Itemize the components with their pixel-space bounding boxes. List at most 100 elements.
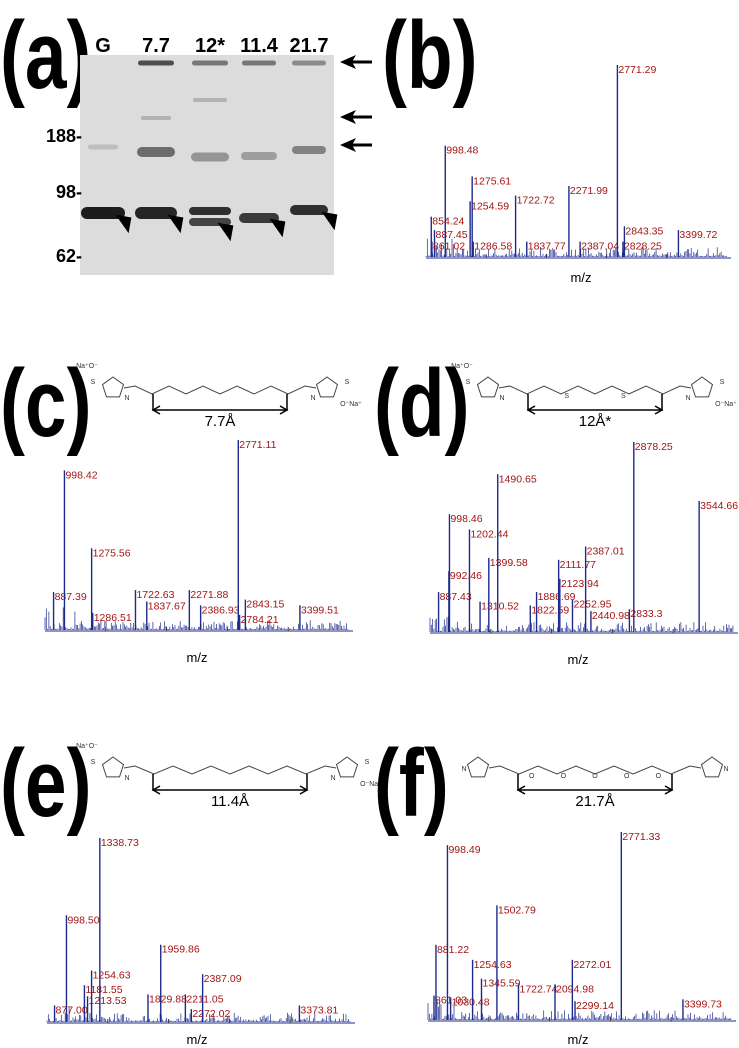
peak-label: 1829.88 [149, 993, 187, 1005]
peak-label: 2272.01 [573, 959, 611, 971]
gel [80, 55, 334, 275]
bracket [152, 394, 288, 411]
atom-label: N [310, 395, 315, 402]
gel-band [192, 60, 228, 66]
peak-label: 1286.51 [94, 612, 132, 624]
atom-label: O⁻Na⁺ [715, 401, 737, 408]
lane-label: 21.7 [290, 35, 329, 57]
peak-label: 1202.44 [470, 528, 508, 540]
peak-label: 2094.98 [556, 983, 594, 995]
atom-label: Na⁺O⁻ [76, 743, 98, 750]
atom-label: N [499, 395, 504, 402]
gel-band [138, 60, 174, 66]
ring [700, 756, 724, 778]
atom-label: S [564, 393, 569, 400]
peak-label: 2843.35 [625, 225, 663, 237]
peak-label: 2252.95 [573, 599, 611, 611]
gel-band [242, 60, 276, 66]
peak-label: 1502.79 [498, 904, 536, 916]
peak-label: 2271.88 [190, 589, 228, 601]
peak-label: 992.46 [450, 570, 482, 582]
peak-label: 887.43 [440, 591, 472, 603]
atom-label: S [621, 393, 626, 400]
atom-label: N [685, 395, 690, 402]
x-axis-label: m/z [187, 1032, 208, 1047]
peak-label: 1338.73 [101, 837, 139, 849]
peak-label: 998.42 [65, 469, 97, 481]
atom-label: O⁻Na⁺ [360, 781, 382, 788]
mw-marker: 62- [56, 246, 82, 266]
peak-label: 881.22 [437, 944, 469, 956]
gel-band [81, 207, 125, 219]
gel-band [141, 116, 171, 120]
noise [427, 999, 732, 1020]
panel-label: (b) [382, 2, 478, 109]
lane-label: 11.4 [240, 35, 279, 57]
peak-label: 2123.94 [561, 578, 599, 590]
peak-label: 1275.61 [473, 175, 511, 187]
distance-label: 12Å* [579, 413, 612, 430]
peak-label: 2771.11 [239, 439, 276, 451]
gel-band [135, 207, 177, 219]
atom-label: N [330, 775, 335, 782]
bracket-arrows [151, 785, 309, 795]
peak-label: 3399.51 [301, 604, 339, 616]
peak-label: 998.49 [448, 844, 480, 856]
peak-label: 1286.58 [474, 241, 512, 253]
atom-label: Na⁺O⁻ [76, 363, 98, 370]
lane-label: 12* [195, 35, 225, 57]
peak-label: 1030.48 [452, 996, 490, 1008]
peak-label: 1345.59 [483, 978, 521, 990]
noise [429, 616, 734, 632]
peak-label: 1886.69 [538, 591, 576, 603]
peak-label: 2272.02 [192, 1008, 230, 1020]
peak-label: 854.24 [432, 216, 464, 228]
peak-label: 2828.25 [624, 241, 662, 253]
peak-label: 2784.21 [241, 614, 279, 626]
x-axis-label: m/z [568, 1032, 589, 1047]
peak-label: 3399.73 [684, 998, 722, 1010]
peak-label: 2771.33 [622, 831, 660, 843]
atom-label: O [529, 773, 535, 780]
ring [101, 376, 125, 398]
peak-label: 1254.63 [474, 959, 512, 971]
atom-label: S [365, 759, 370, 766]
gel-band [239, 213, 279, 223]
peak-label: 1254.59 [471, 200, 509, 212]
atom-label: N [723, 766, 728, 773]
distance-label: 11.4Å [211, 793, 249, 810]
distance-label: 21.7Å [575, 793, 614, 810]
peak-label: 3399.72 [679, 229, 717, 241]
chemical-structure [466, 756, 724, 795]
atom-label: O⁻Na⁺ [340, 401, 362, 408]
arrowhead [115, 214, 132, 234]
peak-label: 2833.3 [630, 608, 662, 620]
atom-label: S [466, 379, 471, 386]
chain [123, 765, 337, 775]
panel-label: (d) [374, 350, 470, 457]
mw-marker: 188- [46, 126, 82, 146]
atom-label: N [124, 395, 129, 402]
arrow-head [340, 110, 356, 124]
peak-label: 2299.14 [576, 1000, 614, 1012]
chemical-structure [101, 376, 339, 415]
x-axis-label: m/z [187, 650, 208, 665]
ring [690, 376, 714, 398]
chain [488, 765, 702, 775]
peak-label: 2387.04 [581, 241, 619, 253]
peak-label: 1959.86 [162, 944, 200, 956]
peak-label: 2387.09 [204, 973, 242, 985]
arrowhead [217, 222, 234, 242]
peak-label: 998.46 [450, 513, 482, 525]
arrowhead [167, 214, 184, 234]
peak-label: 998.50 [67, 914, 99, 926]
arrow-head [340, 138, 356, 152]
atom-label: S [91, 759, 96, 766]
arrow-head [340, 55, 356, 69]
bracket-arrows [516, 785, 674, 795]
bracket [527, 394, 663, 411]
ring [101, 756, 125, 778]
peak-label: 2878.25 [635, 441, 673, 453]
peak-label: 887.39 [55, 591, 87, 603]
